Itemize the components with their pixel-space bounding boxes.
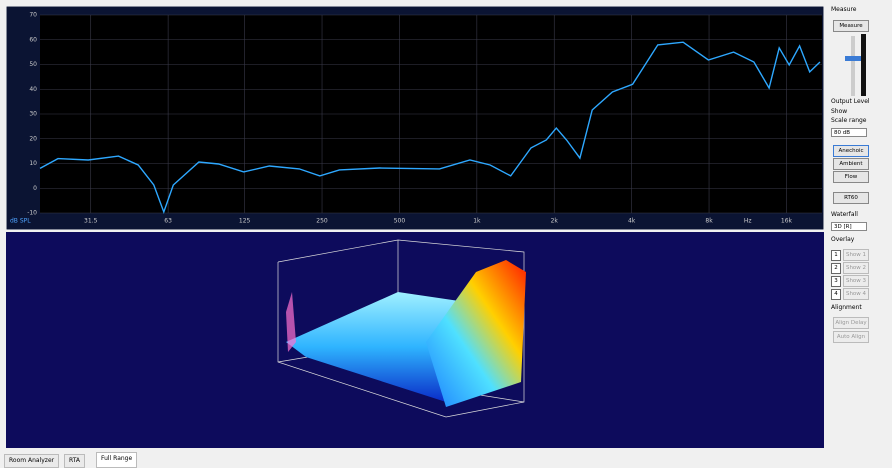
x-tick-label: 16k (781, 218, 793, 225)
y-tick-label: 20 (29, 135, 37, 142)
x-tick-label: 8k (705, 218, 713, 225)
overlay-number: 3 (831, 276, 841, 287)
slider-track[interactable] (851, 36, 855, 96)
button[interactable]: Measure (833, 20, 869, 32)
x-unit-label: Hz (744, 218, 752, 225)
waterfall-surface-high (426, 260, 526, 407)
y-tick-label: 10 (29, 160, 37, 167)
label: Overlay (831, 236, 855, 243)
scale-select[interactable]: 80 dB (831, 128, 867, 137)
button[interactable]: RT60 (833, 192, 869, 204)
label: Show (831, 108, 848, 115)
button[interactable]: Ambient (833, 158, 869, 170)
tab[interactable]: Room Analyzer (4, 454, 60, 468)
label: Measure (831, 6, 857, 13)
overlay-number: 4 (831, 289, 841, 300)
waterfall-3d (6, 232, 824, 448)
button[interactable]: Auto Align (833, 331, 869, 343)
x-tick-label: 500 (394, 218, 406, 225)
x-tick-label: 1k (473, 218, 481, 225)
button[interactable]: Anechoic (833, 145, 869, 157)
x-tick-label: 250 (316, 218, 328, 225)
label: Waterfall (831, 211, 858, 218)
overlay-number: 2 (831, 263, 841, 274)
x-tick-label: 31.5 (84, 218, 98, 225)
x-tick-label: 63 (164, 218, 172, 225)
waterfall-surface (286, 292, 466, 402)
y-tick-label: 50 (29, 61, 37, 68)
waterfall-edge (286, 292, 296, 352)
overlay-number: 1 (831, 250, 841, 261)
level-meter (861, 34, 866, 96)
frequency-response-line (39, 41, 821, 215)
y-tick-label: 30 (29, 111, 37, 118)
slider-thumb[interactable] (845, 56, 861, 61)
button[interactable]: Flow (833, 171, 869, 183)
label: Alignment (831, 304, 862, 311)
overlay-button[interactable]: Show 1 (843, 249, 869, 261)
overlay-button[interactable]: Show 4 (843, 288, 869, 300)
label: Output Level (831, 98, 870, 105)
waterfall-select[interactable]: 3D [R] (831, 222, 867, 231)
tab[interactable]: Full Range (96, 452, 138, 468)
label: Scale range (831, 117, 867, 124)
tab[interactable]: RTA (64, 454, 86, 468)
y-tick-label: 60 (29, 36, 37, 43)
y-tick-label: -10 (27, 210, 37, 217)
x-tick-label: 2k (551, 218, 559, 225)
x-tick-label: 125 (239, 218, 251, 225)
overlay-button[interactable]: Show 3 (843, 275, 869, 287)
y-axis-label: dB SPL (10, 218, 31, 225)
y-tick-label: 0 (33, 185, 37, 192)
x-tick-label: 4k (628, 218, 636, 225)
y-tick-label: 70 (29, 12, 37, 19)
y-tick-label: 40 (29, 86, 37, 93)
frequency-chart: -10 0 10 20 30 40 50 60 70 31.5 63 125 250 500 1k 2k 4k 8… (6, 6, 824, 230)
button[interactable]: Align Delay (833, 317, 869, 329)
overlay-button[interactable]: Show 2 (843, 262, 869, 274)
